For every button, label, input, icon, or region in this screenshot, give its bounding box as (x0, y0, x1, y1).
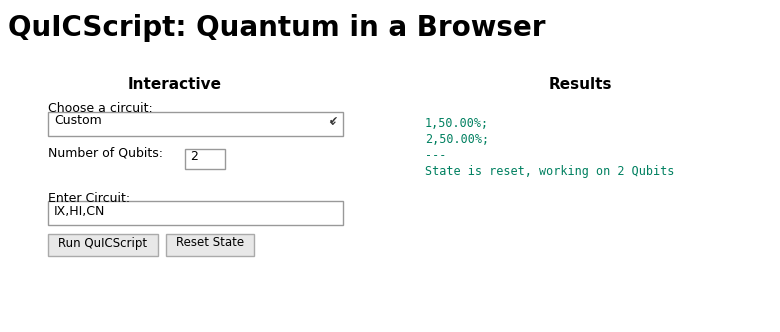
FancyBboxPatch shape (48, 234, 158, 256)
Text: ⌄: ⌄ (326, 114, 338, 128)
Text: 1,50.00%;: 1,50.00%; (425, 117, 489, 130)
FancyBboxPatch shape (48, 112, 343, 136)
Text: ✔: ✔ (328, 116, 338, 126)
Text: ---: --- (425, 149, 446, 162)
Text: 2: 2 (190, 149, 198, 162)
Text: Run QuICScript: Run QuICScript (58, 236, 147, 250)
Text: Interactive: Interactive (128, 77, 222, 92)
Text: Enter Circuit:: Enter Circuit: (48, 192, 130, 205)
Text: QuICScript: Quantum in a Browser: QuICScript: Quantum in a Browser (8, 14, 545, 42)
Text: Reset State: Reset State (176, 236, 244, 250)
Text: Number of Qubits:: Number of Qubits: (48, 146, 163, 159)
Text: 2,50.00%;: 2,50.00%; (425, 133, 489, 146)
Text: Custom: Custom (54, 115, 101, 127)
FancyBboxPatch shape (48, 201, 343, 225)
Text: Choose a circuit:: Choose a circuit: (48, 102, 153, 115)
Text: IX,HI,CN: IX,HI,CN (54, 205, 105, 217)
Text: Results: Results (548, 77, 612, 92)
FancyBboxPatch shape (185, 149, 225, 169)
Text: State is reset, working on 2 Qubits: State is reset, working on 2 Qubits (425, 165, 675, 178)
FancyBboxPatch shape (166, 234, 254, 256)
